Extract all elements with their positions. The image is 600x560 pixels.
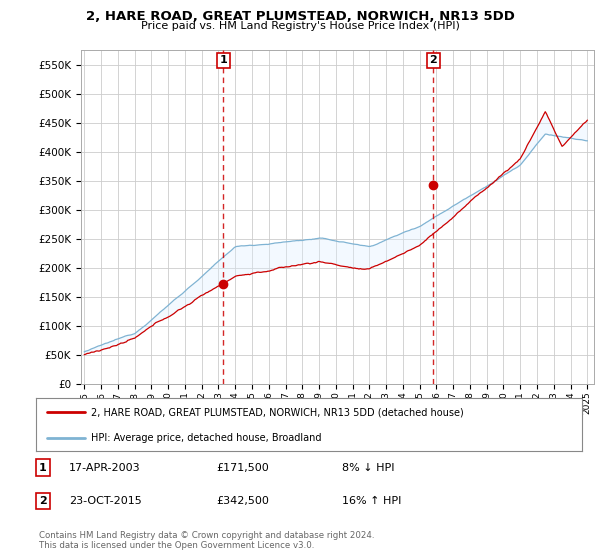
Text: 2: 2 [430, 55, 437, 66]
Text: 16% ↑ HPI: 16% ↑ HPI [342, 496, 401, 506]
Text: Contains HM Land Registry data © Crown copyright and database right 2024.
This d: Contains HM Land Registry data © Crown c… [39, 531, 374, 550]
Text: 2, HARE ROAD, GREAT PLUMSTEAD, NORWICH, NR13 5DD (detached house): 2, HARE ROAD, GREAT PLUMSTEAD, NORWICH, … [91, 408, 463, 418]
Text: 8% ↓ HPI: 8% ↓ HPI [342, 463, 395, 473]
Text: HPI: Average price, detached house, Broadland: HPI: Average price, detached house, Broa… [91, 433, 321, 443]
Text: 1: 1 [220, 55, 227, 66]
Text: 2: 2 [39, 496, 47, 506]
Text: Price paid vs. HM Land Registry's House Price Index (HPI): Price paid vs. HM Land Registry's House … [140, 21, 460, 31]
Text: 23-OCT-2015: 23-OCT-2015 [69, 496, 142, 506]
Text: 1: 1 [39, 463, 47, 473]
Text: £171,500: £171,500 [216, 463, 269, 473]
Text: £342,500: £342,500 [216, 496, 269, 506]
Text: 17-APR-2003: 17-APR-2003 [69, 463, 140, 473]
Text: 2, HARE ROAD, GREAT PLUMSTEAD, NORWICH, NR13 5DD: 2, HARE ROAD, GREAT PLUMSTEAD, NORWICH, … [86, 10, 514, 22]
